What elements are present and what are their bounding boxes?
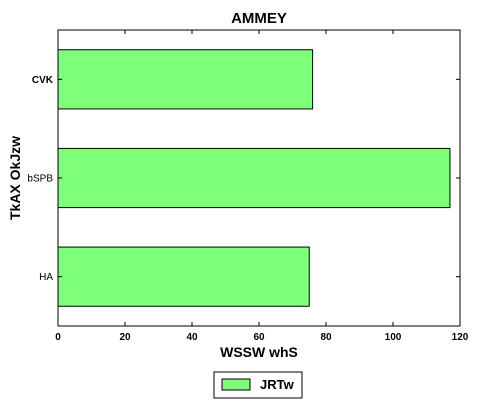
y-tick-label-HA: HA	[39, 272, 53, 283]
x-tick-label-20: 20	[119, 332, 131, 343]
legend-label: JRTw	[260, 377, 295, 392]
y-tick-label-bSPB: bSPB	[27, 174, 53, 185]
bar-CVK	[57, 49, 314, 110]
y-axis-label: TkAX OkJzw	[7, 136, 23, 220]
x-tick-label-100: 100	[385, 332, 402, 343]
x-tick-label-40: 40	[186, 332, 198, 343]
x-tick-label-80: 80	[320, 332, 332, 343]
bar-bSPB	[57, 147, 451, 209]
legend: JRTw	[213, 371, 303, 399]
x-tick-label-120: 120	[452, 332, 469, 343]
x-axis-label: WSSW whS	[220, 344, 298, 360]
x-tick-label-0: 0	[55, 332, 61, 343]
legend-swatch	[221, 378, 251, 391]
bar-HA	[57, 246, 310, 307]
bars-group	[57, 49, 451, 307]
y-tick-label-CVK: CVK	[32, 75, 54, 86]
plot-frame	[57, 29, 461, 327]
x-tick-label-60: 60	[253, 332, 265, 343]
chart-title: AMMEY	[231, 10, 287, 27]
